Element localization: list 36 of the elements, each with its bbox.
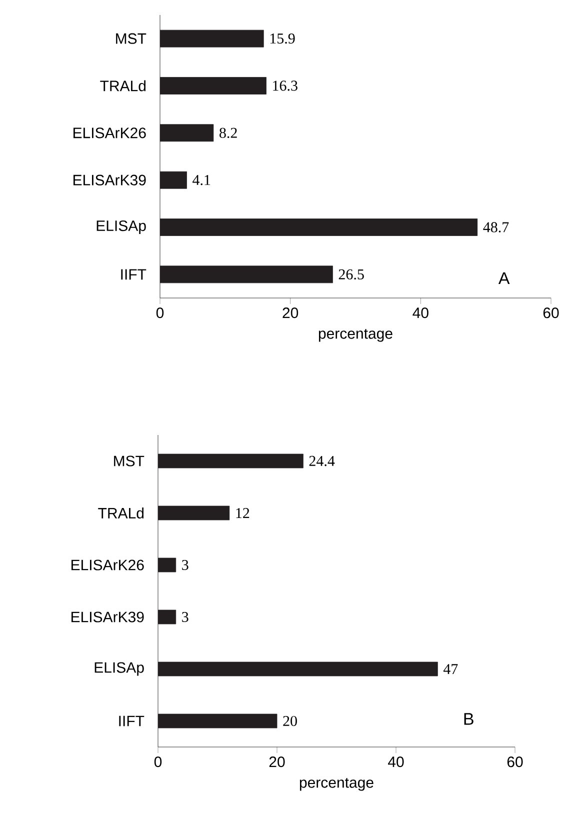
data-label: 47	[443, 664, 458, 674]
annotation: A	[498, 272, 510, 284]
data-label: 48.7	[483, 222, 509, 232]
y-tick-label: TRALd	[98, 507, 144, 519]
data-label: 15.9	[270, 34, 295, 44]
x-tick-label: 40	[388, 756, 404, 768]
y-tick-label: IIFT	[121, 269, 146, 280]
x-tick-label: 60	[543, 308, 559, 318]
x-tick-label: 0	[154, 756, 162, 768]
y-tick-label: ELISArK39	[74, 174, 146, 186]
x-tick-label: 0	[156, 308, 164, 318]
data-label: 20	[283, 716, 297, 726]
data-label: 8.2	[220, 128, 237, 138]
y-tick-label: IIFT	[119, 716, 144, 726]
y-tick-label: ELISAp	[94, 662, 144, 676]
data-label: 16.3	[273, 80, 298, 91]
x-axis-title: percentage	[300, 778, 374, 791]
y-tick-label: ELISAp	[96, 220, 146, 234]
data-label: 3	[182, 612, 188, 622]
y-tick-label: MST	[114, 456, 144, 466]
data-label: 3	[182, 560, 188, 570]
x-tick-label: 20	[282, 308, 298, 318]
x-tick-label: 40	[412, 308, 428, 318]
data-label: 26.5	[338, 269, 364, 280]
y-tick-label: MST	[116, 33, 146, 44]
y-tick-label: ELISArK26	[72, 560, 144, 570]
data-label: 12	[236, 508, 250, 518]
y-tick-label: ELISArK26	[74, 128, 146, 138]
y-tick-label: TRALd	[100, 80, 146, 92]
x-tick-label: 20	[269, 756, 285, 768]
data-label: 24.4	[309, 456, 335, 466]
annotation: B	[464, 713, 474, 725]
x-tick-label: 60	[507, 756, 523, 768]
data-label: 4.1	[192, 175, 210, 186]
y-tick-label: ELISArK39	[72, 612, 144, 622]
x-axis-title: percentage	[318, 328, 392, 342]
